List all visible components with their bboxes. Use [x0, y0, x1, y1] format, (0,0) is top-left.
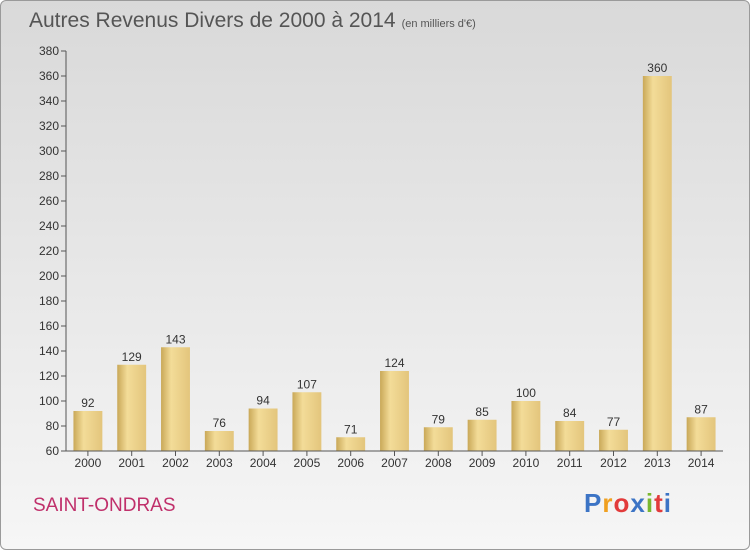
bar-value-label: 143	[165, 332, 185, 346]
y-tick-label: 120	[39, 369, 59, 383]
x-tick-label: 2014	[688, 456, 715, 470]
bar	[423, 427, 453, 451]
bar-value-label: 360	[647, 61, 667, 75]
y-tick-label: 340	[39, 94, 59, 108]
bar	[204, 431, 234, 451]
x-tick-label: 2008	[425, 456, 452, 470]
bar-value-label: 124	[384, 356, 404, 370]
logo-letter: i	[663, 488, 672, 518]
bar-value-label: 76	[213, 416, 227, 430]
y-tick-label: 300	[39, 144, 59, 158]
x-tick-label: 2012	[600, 456, 627, 470]
x-tick-label: 2003	[206, 456, 233, 470]
bars-group: 92 129 143 76 94 107 71 124 79 85 100 84 77 360 87	[73, 61, 716, 451]
logo-letter: i	[645, 488, 655, 518]
x-tick-label: 2010	[513, 456, 540, 470]
bar-value-label: 107	[297, 377, 317, 391]
y-tick-label: 180	[39, 294, 59, 308]
bar-value-label: 85	[475, 405, 489, 419]
x-tick-label: 2009	[469, 456, 496, 470]
bar-value-label: 71	[344, 422, 358, 436]
x-tick-label: 2013	[644, 456, 671, 470]
bar-value-label: 79	[432, 412, 446, 426]
chart-title-text: Autres Revenus Divers de 2000 à 2014	[29, 9, 396, 32]
y-tick-label: 360	[39, 69, 59, 83]
chart-title: Autres Revenus Divers de 2000 à 2014 (en …	[29, 9, 476, 33]
bar	[511, 401, 541, 451]
y-tick-label: 280	[39, 169, 59, 183]
x-tick-label: 2007	[381, 456, 408, 470]
y-tick-label: 100	[39, 394, 59, 408]
bar-value-label: 77	[607, 415, 621, 429]
bar-value-label: 100	[516, 386, 536, 400]
bar-value-label: 84	[563, 406, 577, 420]
bar-value-label: 94	[256, 394, 270, 408]
bar	[161, 347, 190, 451]
x-tick-label: 2005	[294, 456, 321, 470]
y-tick-label: 260	[39, 194, 59, 208]
logo-letter: r	[602, 488, 614, 518]
x-tick-label: 2011	[557, 456, 583, 470]
bar	[599, 429, 628, 451]
place-name: SAINT-ONDRAS	[33, 495, 176, 516]
bar	[642, 76, 672, 451]
x-tick-label: 2000	[75, 456, 102, 470]
y-tick-label: 240	[39, 219, 59, 233]
bar-value-label: 129	[122, 350, 142, 364]
y-tick-label: 220	[39, 244, 59, 258]
bar-value-label: 92	[81, 396, 95, 410]
bar	[555, 421, 585, 451]
y-tick-label: 140	[39, 344, 59, 358]
y-tick-label: 60	[46, 444, 60, 458]
y-tick-label: 320	[39, 119, 59, 133]
x-tick-label: 2006	[337, 456, 364, 470]
logo-letter: x	[630, 488, 646, 518]
y-tick-label: 200	[39, 269, 59, 283]
logo-letter: P	[584, 488, 603, 518]
logo-letter: o	[613, 488, 631, 518]
chart-subtitle: (en milliers d'€)	[401, 18, 476, 30]
x-tick-label: 2002	[162, 456, 189, 470]
x-tick-label: 2001	[118, 456, 145, 470]
y-tick-label: 80	[46, 419, 60, 433]
x-axis: 2000 2001 2002 2003 2004 2005 2006 2007 2008 2009…	[66, 450, 723, 470]
x-tick-label: 2004	[250, 456, 277, 470]
bar-value-label: 87	[694, 402, 708, 416]
bar	[248, 408, 278, 451]
bar	[117, 364, 147, 451]
y-axis: 60 80 100 120 140 160 180 200 220 240 260 280 300 320…	[39, 44, 67, 458]
bar	[686, 417, 716, 451]
logo-letter: t	[654, 488, 664, 518]
bar	[467, 419, 497, 451]
bar	[292, 392, 322, 451]
proxiti-logo[interactable]: Proxiti	[584, 488, 672, 519]
y-tick-label: 380	[39, 44, 59, 58]
bar	[336, 437, 366, 451]
y-tick-label: 160	[39, 319, 59, 333]
bar	[380, 371, 409, 451]
bar	[73, 411, 103, 451]
